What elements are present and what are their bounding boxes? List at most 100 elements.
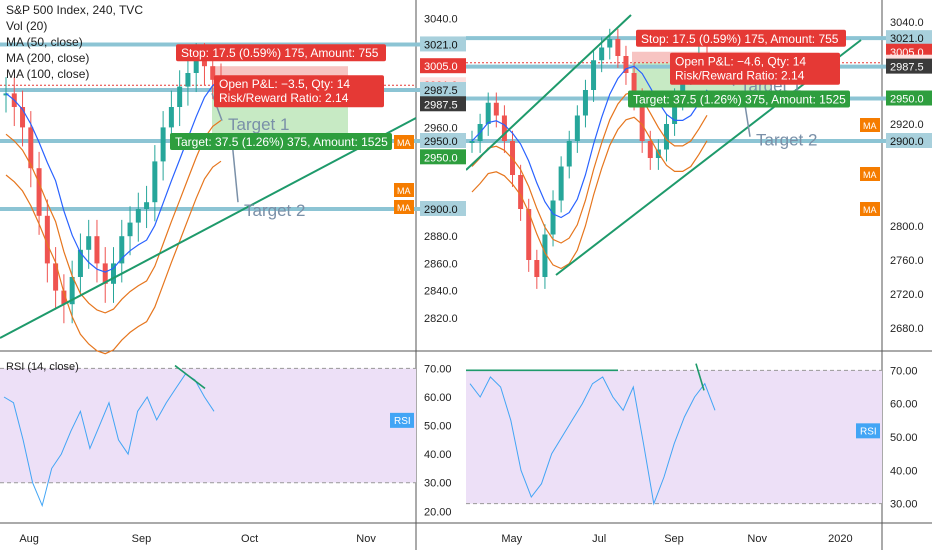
price-tag: [886, 58, 932, 74]
x-tick-label: 2020: [828, 533, 852, 545]
candle: [177, 86, 183, 107]
price-tick-label: 2840.0: [424, 286, 458, 298]
price-tag: [420, 58, 466, 74]
rsi-tick-label: 20.00: [424, 506, 452, 518]
rsi-tick-label: 50.00: [424, 421, 452, 433]
candle: [185, 73, 191, 87]
candle: [61, 290, 67, 305]
target-box: [170, 133, 392, 150]
candle: [111, 263, 116, 284]
candle: [210, 66, 216, 80]
rsi-legend: RSI (14, close): [6, 361, 79, 373]
price-tick-label: 3040.0: [890, 17, 924, 29]
rsi-badge-text: RSI: [860, 426, 877, 437]
candle: [672, 98, 678, 124]
ma-200-line: [5, 119, 222, 314]
price-tag-text: 3021.0: [424, 39, 458, 51]
rsi-tick-label: 60.00: [424, 392, 452, 404]
candle: [526, 209, 532, 260]
price-tick-label: 3040.0: [424, 14, 458, 26]
candle: [599, 47, 605, 61]
candle: [558, 166, 564, 201]
rsi-band: [466, 370, 882, 504]
price-tag: [886, 90, 932, 106]
stop-box: [636, 29, 846, 47]
price-tick-label: 2880.0: [424, 231, 458, 243]
candle: [36, 168, 42, 216]
candle: [591, 60, 597, 90]
candle: [44, 215, 50, 264]
chart-panel-left[interactable]: Target 1 Target 2 Stop: 17.5 (0.59%) 175, …: [0, 0, 466, 550]
trend-line[interactable]: [0, 117, 417, 339]
x-tick-label: Nov: [356, 533, 376, 545]
price-tick-label: 2820.0: [424, 313, 458, 325]
price-tick-label: 2860.0: [424, 258, 458, 270]
candle: [201, 59, 207, 67]
candle: [135, 209, 141, 223]
price-tag-text: 2987.5: [424, 85, 458, 97]
price-tick-label: 2960.0: [424, 122, 458, 134]
candle: [20, 107, 26, 128]
price-tick-label: 2920.0: [890, 119, 924, 131]
trend-line-upper[interactable]: [466, 14, 632, 171]
price-tick-label: 2720.0: [890, 289, 924, 301]
candle: [28, 127, 34, 169]
target-box: [628, 90, 850, 108]
rsi-tick-label: 40.00: [424, 449, 452, 461]
candle: [518, 175, 524, 209]
candle: [144, 202, 150, 209]
chart-panel-right[interactable]: Target 1 Target 2 Stop: 17.5 (0.59%) 175, …: [466, 0, 932, 550]
rsi-divergence-line[interactable]: [174, 364, 206, 390]
candle: [77, 249, 83, 277]
candle: [469, 141, 475, 143]
candle: [102, 263, 108, 284]
candle: [542, 234, 548, 277]
candle: [631, 73, 637, 99]
price-tag: [420, 149, 466, 165]
rr-text: Risk/Reward Ratio: 2.14: [675, 69, 805, 83]
rsi-tick-label: 60.00: [890, 399, 918, 411]
target-box-text: Target: 37.5 (1.26%) 375, Amount: 1525: [633, 93, 846, 107]
candle: [639, 98, 645, 141]
candle: [127, 222, 133, 237]
ma-badge: [394, 135, 414, 149]
legend-line: Vol (20): [6, 19, 47, 33]
target-1-label: Target 1: [228, 115, 289, 134]
price-tag-text: 2987.5: [890, 62, 924, 74]
rsi-badge: [856, 423, 880, 439]
ma-badge: [860, 202, 880, 216]
ma-badge-text: MA: [863, 121, 877, 131]
price-tag-text: 2987.5: [424, 99, 458, 111]
ma-50-line: [471, 65, 708, 219]
rsi-band: [0, 368, 416, 483]
price-tag: [420, 82, 466, 97]
ma-badge: [394, 200, 414, 214]
candle: [615, 39, 621, 56]
candle: [663, 124, 669, 150]
pnl-box: [670, 52, 840, 85]
rsi-divergence-line[interactable]: [695, 363, 705, 391]
legend-line: MA (200, close): [6, 51, 89, 65]
ma-badge-text: MA: [863, 205, 877, 215]
candle: [550, 200, 556, 235]
target-2-label: Target 2: [756, 130, 817, 149]
candle: [647, 141, 653, 158]
candle: [152, 161, 158, 203]
candle: [501, 115, 507, 141]
price-tag: [886, 30, 932, 46]
candle: [493, 102, 499, 116]
rsi-tick-label: 30.00: [424, 478, 452, 490]
price-tag: [420, 201, 466, 216]
rsi-line: [469, 376, 716, 506]
candle: [574, 115, 580, 141]
ma-badge-text: MA: [397, 138, 411, 148]
rsi-tick-label: 70.00: [424, 363, 452, 375]
price-tick-label: 2680.0: [890, 323, 924, 335]
price-tag-text: 2900.0: [424, 204, 458, 216]
ma-badge-text: MA: [397, 203, 411, 213]
x-tick-label: Nov: [747, 533, 767, 545]
candle: [566, 141, 572, 167]
candle: [86, 236, 92, 250]
